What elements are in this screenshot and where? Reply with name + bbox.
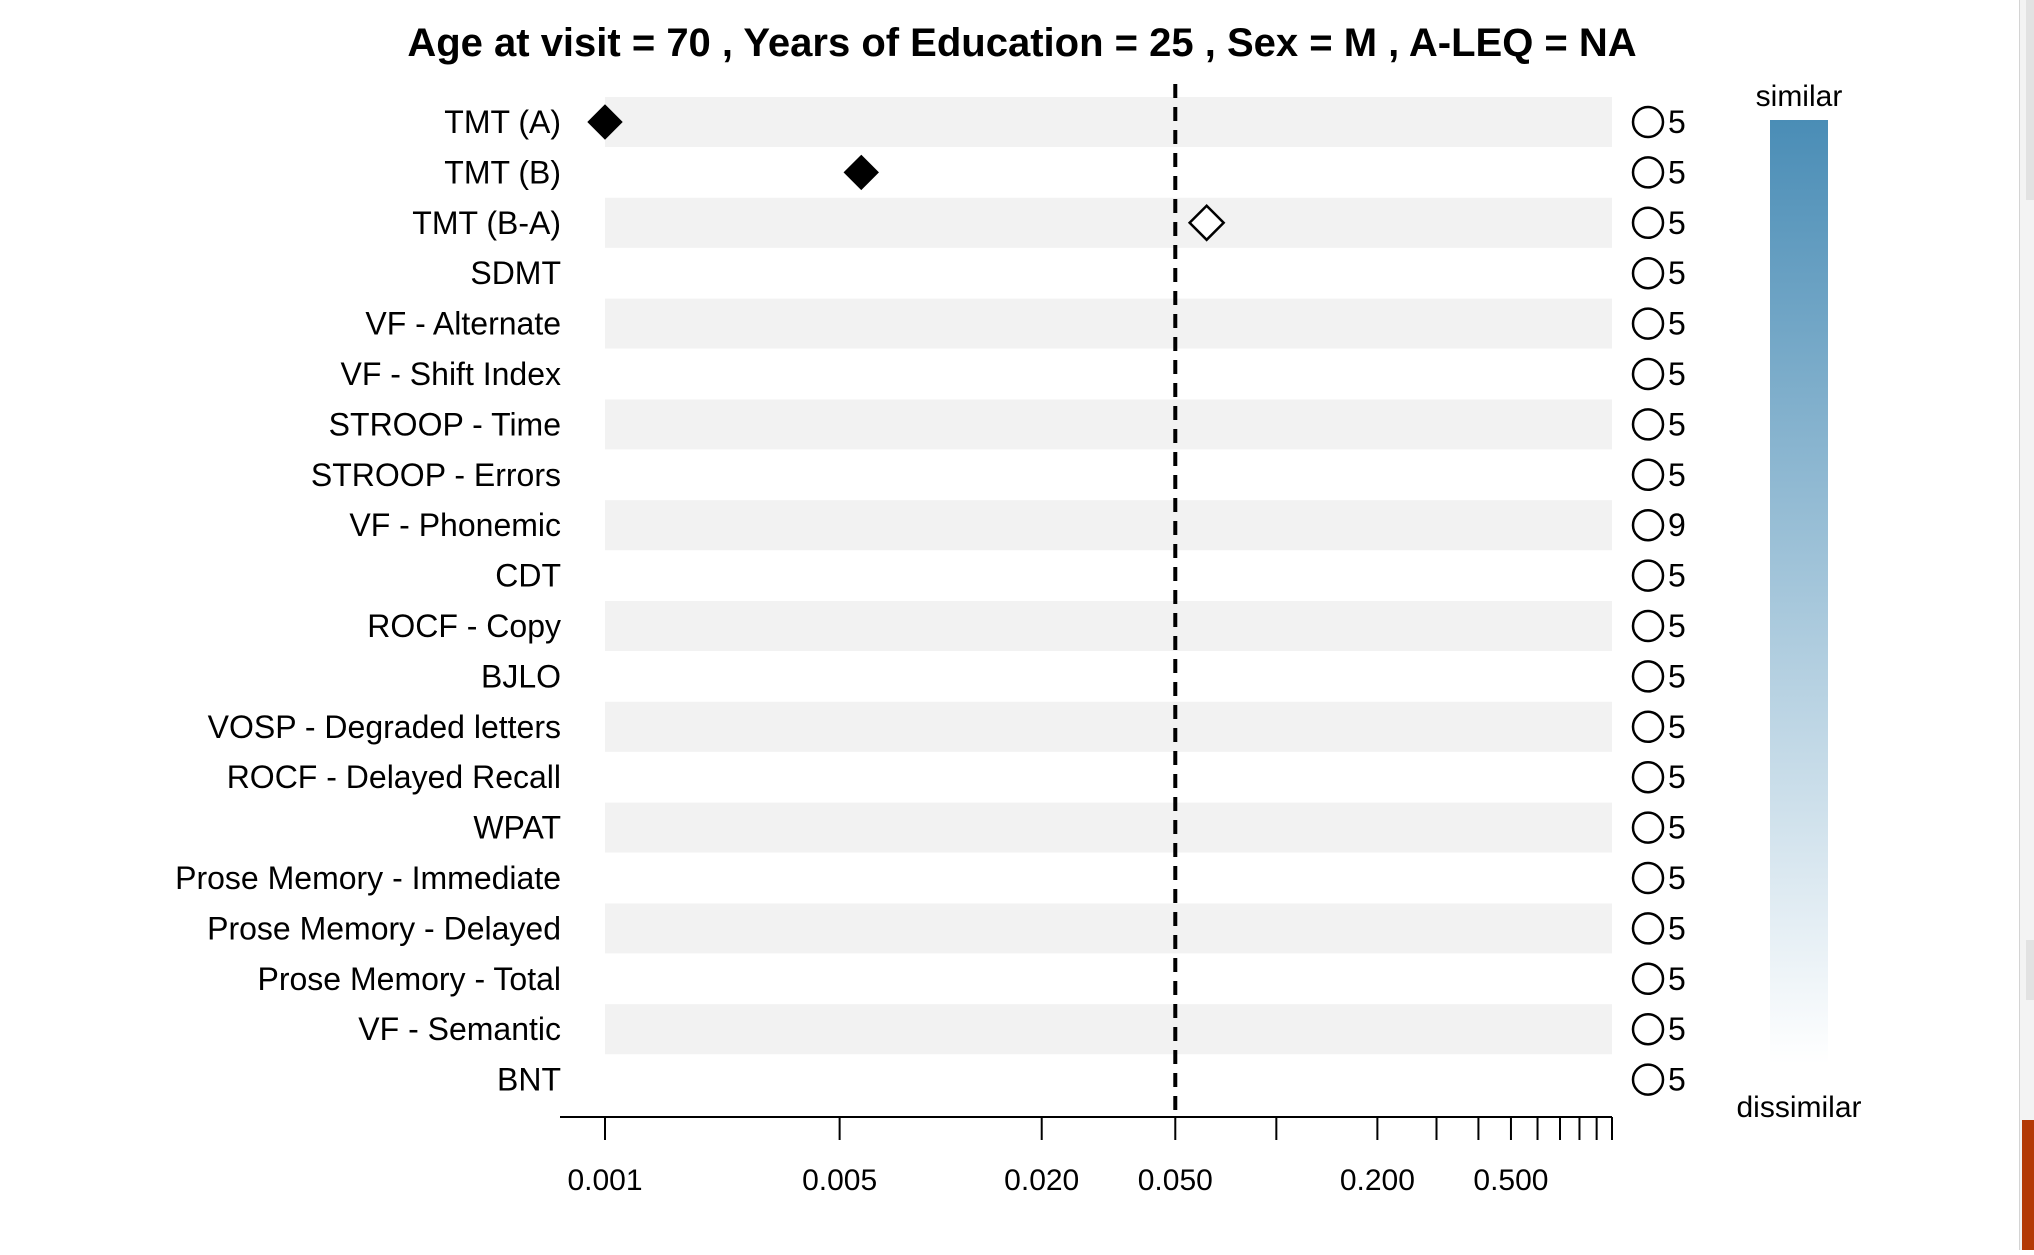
row-label: TMT (B-A) xyxy=(412,205,561,241)
row-label: Prose Memory - Total xyxy=(258,961,562,997)
count-circle xyxy=(1631,559,1665,592)
filled-diamond-point xyxy=(843,154,879,191)
row-label: ROCF - Copy xyxy=(367,608,561,644)
chart-title: Age at visit = 70 , Years of Education =… xyxy=(407,21,1636,65)
count-value: 5 xyxy=(1668,1011,1686,1047)
count-column: 5 5 5 5 5 5 5 5 9 5 5 5 5 5 5 5 5 5 5 5 xyxy=(1631,104,1686,1098)
row-band xyxy=(605,197,1612,248)
count-value: 5 xyxy=(1668,759,1686,795)
row-label: SDMT xyxy=(470,255,561,291)
count-circle xyxy=(1631,660,1665,693)
count-circle xyxy=(1631,156,1665,189)
window-edge-accent xyxy=(2022,1120,2034,1250)
count-circle xyxy=(1631,408,1665,441)
legend-bottom-label: dissimilar xyxy=(1736,1091,1861,1124)
row-label: VOSP - Degraded letters xyxy=(208,709,561,745)
row-label: Prose Memory - Delayed xyxy=(207,910,561,946)
count-value: 5 xyxy=(1668,306,1686,342)
count-value: 9 xyxy=(1668,507,1686,543)
count-circle xyxy=(1631,458,1665,492)
count-value: 5 xyxy=(1668,154,1686,190)
legend-gradient-bar xyxy=(1770,120,1828,1064)
count-value: 5 xyxy=(1668,104,1686,140)
count-value: 5 xyxy=(1668,205,1686,241)
count-circle xyxy=(1631,1012,1665,1046)
count-value: 5 xyxy=(1668,961,1686,997)
row-label: VF - Shift Index xyxy=(340,356,561,392)
count-value: 5 xyxy=(1668,608,1686,644)
count-value: 5 xyxy=(1668,810,1686,846)
count-circle xyxy=(1631,307,1665,340)
row-label: ROCF - Delayed Recall xyxy=(227,759,561,795)
row-band xyxy=(605,500,1612,551)
row-band xyxy=(605,701,1612,752)
row-label: CDT xyxy=(495,558,561,594)
row-band xyxy=(605,97,1612,147)
row-label: Prose Memory - Immediate xyxy=(175,860,561,896)
open-diamond-point xyxy=(1187,204,1226,242)
count-circle xyxy=(1631,105,1665,139)
x-tick-label: 0.020 xyxy=(1004,1164,1079,1197)
x-axis: 0.001 0.005 0.020 0.050 0.200 0.500 xyxy=(560,1116,1613,1197)
row-bands xyxy=(605,97,1612,1055)
count-value: 5 xyxy=(1668,558,1686,594)
row-band xyxy=(605,298,1612,349)
count-value: 5 xyxy=(1668,910,1686,946)
count-circle xyxy=(1631,760,1665,794)
count-circle xyxy=(1631,710,1665,744)
row-label: STROOP - Errors xyxy=(311,457,561,493)
count-value: 5 xyxy=(1668,356,1686,392)
row-label: TMT (A) xyxy=(444,104,561,140)
row-label: TMT (B) xyxy=(444,154,561,190)
count-value: 5 xyxy=(1668,255,1686,291)
window-edge-notch xyxy=(2026,940,2034,1000)
count-value: 5 xyxy=(1668,860,1686,896)
row-band xyxy=(605,1004,1612,1055)
count-value: 5 xyxy=(1668,658,1686,694)
x-tick-label: 0.005 xyxy=(802,1164,877,1197)
row-label: STROOP - Time xyxy=(329,406,561,442)
row-band xyxy=(605,802,1612,853)
count-circle xyxy=(1631,861,1665,895)
legend-top-label: similar xyxy=(1756,80,1843,113)
x-tick-label: 0.500 xyxy=(1473,1164,1548,1197)
row-labels: TMT (A) TMT (B) TMT (B-A) SDMT VF - Alternat… xyxy=(175,104,561,1098)
count-circle xyxy=(1631,508,1665,542)
x-tick-label: 0.200 xyxy=(1340,1164,1415,1197)
count-value: 5 xyxy=(1668,457,1686,493)
x-tick-label: 0.001 xyxy=(567,1164,642,1197)
count-circle xyxy=(1631,609,1665,643)
filled-diamond-point xyxy=(587,104,623,140)
count-circle xyxy=(1631,256,1665,290)
x-tick-label: 0.050 xyxy=(1138,1164,1213,1197)
count-value: 5 xyxy=(1668,406,1686,442)
count-circle xyxy=(1631,357,1665,391)
count-circle xyxy=(1631,811,1665,844)
window-edge-notch xyxy=(2026,0,2034,200)
window-edge xyxy=(2019,0,2034,1250)
row-label: BNT xyxy=(497,1062,561,1098)
row-label: VF - Phonemic xyxy=(349,507,561,543)
count-circle xyxy=(1631,962,1665,996)
row-label: BJLO xyxy=(481,658,561,694)
row-label: WPAT xyxy=(473,810,561,846)
count-value: 5 xyxy=(1668,1062,1686,1098)
data-points xyxy=(587,104,1226,242)
row-band xyxy=(605,903,1612,954)
row-label: VF - Semantic xyxy=(358,1011,561,1047)
count-circle xyxy=(1631,912,1665,945)
row-band xyxy=(605,601,1612,651)
row-band xyxy=(605,399,1612,450)
count-circle xyxy=(1631,1063,1665,1096)
count-circle xyxy=(1631,206,1665,240)
similarity-legend: similar dissimilar xyxy=(1736,80,1861,1124)
count-value: 5 xyxy=(1668,709,1686,745)
row-label: VF - Alternate xyxy=(365,306,561,342)
